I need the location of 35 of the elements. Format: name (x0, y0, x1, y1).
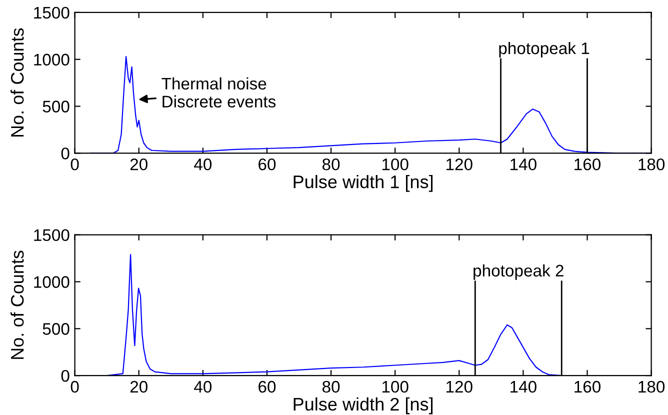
x-tick-label: 60 (258, 158, 276, 170)
y-tick-label: 1000 (34, 276, 70, 288)
y-tick-label: 1500 (34, 229, 70, 242)
y-tick-label: 500 (42, 100, 70, 112)
x-tick-label: 100 (382, 380, 408, 393)
y-axis-title: No. of Counts (10, 250, 24, 359)
x-tick-label: 120 (446, 158, 472, 170)
x-tick-label: 160 (574, 158, 600, 170)
annotation: Thermal noise Discrete events (162, 77, 276, 108)
y-tick-label: 1500 (34, 6, 70, 19)
x-tick-label: 80 (322, 158, 340, 170)
x-tick-label: 0 (70, 380, 79, 393)
x-tick-label: 120 (446, 380, 472, 393)
x-tick-label: 160 (574, 380, 600, 393)
x-tick-label: 20 (130, 380, 148, 393)
y-tick-label: 0 (61, 148, 70, 160)
y-tick-label: 1000 (34, 54, 70, 66)
x-tick-label: 180 (638, 380, 665, 393)
x-tick-label: 80 (322, 380, 340, 393)
y-tick-label: 0 (61, 370, 70, 382)
x-tick-label: 20 (130, 158, 148, 170)
x-tick-label: 0 (70, 158, 79, 170)
x-tick-label: 60 (258, 380, 276, 393)
x-tick-label: 140 (510, 380, 536, 393)
x-axis-title: Pulse width 2 [ns] (294, 397, 433, 414)
y-tick-label: 500 (42, 323, 70, 335)
x-axis-title: Pulse width 1 [ns] (294, 174, 433, 192)
x-tick-label: 40 (194, 158, 212, 170)
ref-line-label: photopeak 1 (499, 42, 590, 58)
x-tick-label: 180 (638, 158, 665, 170)
x-tick-label: 100 (382, 158, 408, 170)
ref-line-label: photopeak 2 (474, 264, 564, 280)
x-tick-label: 140 (510, 158, 536, 170)
x-tick-label: 40 (194, 380, 212, 393)
y-axis-title: No. of Counts (10, 28, 24, 137)
